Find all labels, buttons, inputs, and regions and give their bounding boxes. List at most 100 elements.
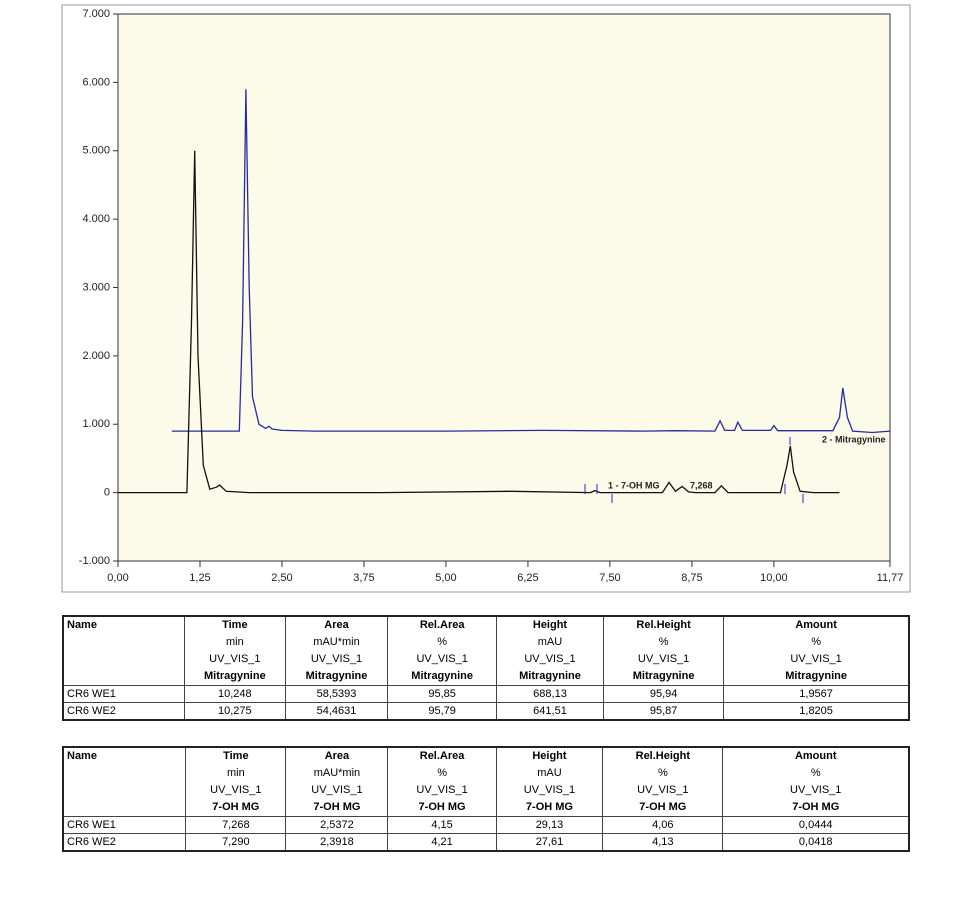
header-text: Amount bbox=[794, 750, 837, 762]
x-tick-label: 7,50 bbox=[599, 572, 620, 584]
cell: 0,0444 bbox=[722, 816, 910, 834]
y-tick-label: 1.000 bbox=[82, 418, 110, 430]
header-text: UV_VIS_1 bbox=[416, 784, 468, 796]
header-text: Mitragynine bbox=[632, 670, 695, 682]
header-cell: Rel.Height% UV_VIS_1 7-OH MG bbox=[602, 747, 724, 817]
header-text: mAU*min bbox=[313, 767, 361, 779]
cell: 95,87 bbox=[602, 702, 725, 720]
cell: 4,13 bbox=[602, 833, 724, 851]
x-tick-label: 6,25 bbox=[517, 572, 538, 584]
header-text: Area bbox=[324, 750, 350, 762]
header-cell: Name bbox=[62, 616, 185, 686]
y-tick-label: 5.000 bbox=[82, 145, 110, 157]
y-tick-label: 3.000 bbox=[82, 281, 110, 293]
header-cell: Amount% UV_VIS_1 Mitragynine bbox=[723, 616, 910, 686]
header-text: 7-OH MG bbox=[525, 801, 573, 813]
x-tick-label: 5,00 bbox=[435, 572, 456, 584]
header-text: 7-OH MG bbox=[418, 801, 466, 813]
header-text: UV_VIS_1 bbox=[209, 653, 261, 665]
header-text: Rel.Height bbox=[635, 750, 691, 762]
header-text: 7-OH MG bbox=[212, 801, 260, 813]
cell: 0,0418 bbox=[722, 833, 910, 851]
y-tick-label: 2.000 bbox=[82, 350, 110, 362]
header-text: UV_VIS_1 bbox=[311, 784, 363, 796]
header-text: UV_VIS_1 bbox=[523, 784, 576, 796]
header-text: % bbox=[437, 767, 447, 779]
x-tick-label: 3,75 bbox=[353, 572, 374, 584]
cell: 688,13 bbox=[496, 685, 604, 703]
header-text: 7-OH MG bbox=[639, 801, 687, 813]
header-cell: Area mAU*min UV_VIS_1 7-OH MG bbox=[285, 747, 389, 817]
header-text: UV_VIS_1 bbox=[790, 653, 842, 665]
header-cell: Rel.Area% UV_VIS_1 Mitragynine bbox=[387, 616, 498, 686]
header-text: Rel.Area bbox=[419, 619, 465, 631]
results-table: Name Time min UV_VIS_1 Mitragynine Area mAU*mi… bbox=[62, 615, 910, 721]
header-text: Area bbox=[324, 619, 349, 631]
y-tick-label: 4.000 bbox=[82, 213, 110, 225]
chart: -1.000 0 1.000 2.000 3.000 4.000 5.000 6.000 7.0… bbox=[61, 4, 911, 593]
cell: 27,61 bbox=[495, 833, 604, 851]
header-cell: Area mAU*min UV_VIS_1 Mitragynine bbox=[284, 616, 389, 686]
header-text: min bbox=[225, 636, 244, 648]
header-text: min bbox=[226, 767, 245, 779]
cell: 1,8205 bbox=[723, 702, 910, 720]
header-text: mAU*min bbox=[313, 636, 360, 648]
header-text: UV_VIS_1 bbox=[637, 784, 689, 796]
x-tick-label: 8,75 bbox=[681, 572, 702, 584]
header-text: % bbox=[811, 636, 821, 648]
cell: CR6 WE1 bbox=[62, 685, 185, 703]
header-text: % bbox=[657, 767, 668, 779]
cell: 95,79 bbox=[387, 702, 498, 720]
y-tick-label: -1.000 bbox=[79, 555, 110, 567]
header-text: Amount bbox=[795, 619, 837, 631]
x-tick-label: 11,77 bbox=[877, 572, 904, 584]
header-text: Time bbox=[223, 750, 249, 762]
header-text: % bbox=[437, 636, 448, 648]
cell: 58,5393 bbox=[284, 685, 389, 703]
header-cell: Time min UV_VIS_1 7-OH MG bbox=[185, 747, 287, 817]
plot-area bbox=[117, 13, 891, 562]
header-text: Mitragynine bbox=[785, 670, 847, 682]
cell: 4,21 bbox=[387, 833, 497, 851]
header-text: UV_VIS_1 bbox=[210, 784, 262, 796]
cell: 1,9567 bbox=[723, 685, 910, 703]
annotation: 2 - Mitragynine bbox=[822, 434, 886, 444]
header-text: Mitragynine bbox=[305, 670, 368, 682]
header-cell: Name bbox=[62, 747, 187, 817]
header-text: 7-OH MG bbox=[313, 801, 361, 813]
header-text: Mitragynine bbox=[411, 670, 474, 682]
cell: 29,13 bbox=[495, 816, 604, 834]
header-cell: Time min UV_VIS_1 Mitragynine bbox=[183, 616, 286, 686]
x-tick-label: 0,00 bbox=[107, 572, 128, 584]
header-text: UV_VIS_1 bbox=[637, 653, 690, 665]
header-text: mAU bbox=[537, 636, 563, 648]
x-tick-label: 10,00 bbox=[760, 572, 788, 584]
cell: 4,06 bbox=[602, 816, 724, 834]
header-text: % bbox=[810, 767, 821, 779]
header-text: Mitragynine bbox=[203, 670, 266, 682]
cell: CR6 WE2 bbox=[62, 833, 187, 851]
header-cell: Amount% UV_VIS_1 7-OH MG bbox=[722, 747, 910, 817]
header-cell: Rel.Area% UV_VIS_1 7-OH MG bbox=[387, 747, 497, 817]
header-text: Rel.Height bbox=[636, 619, 691, 631]
header-text: Rel.Area bbox=[419, 750, 465, 762]
header-text: Height bbox=[532, 619, 568, 631]
header-cell: Height mAU UV_VIS_1 Mitragynine bbox=[496, 616, 604, 686]
cell: 2,5372 bbox=[285, 816, 389, 834]
cell: 641,51 bbox=[496, 702, 604, 720]
header-text: Height bbox=[532, 750, 567, 762]
annotation: 1 - 7-OH MG bbox=[608, 480, 660, 490]
header-text: UV_VIS_1 bbox=[524, 653, 576, 665]
header-text: Time bbox=[222, 619, 248, 631]
x-tick-label: 2,50 bbox=[271, 572, 292, 584]
y-tick-label: 0 bbox=[104, 487, 110, 499]
cell: 7,290 bbox=[185, 833, 287, 851]
header-cell: Rel.Height% UV_VIS_1 Mitragynine bbox=[602, 616, 725, 686]
y-tick-label: 6.000 bbox=[82, 76, 110, 88]
trace bbox=[118, 150, 840, 494]
header-text: UV_VIS_1 bbox=[310, 653, 363, 665]
cell: CR6 WE2 bbox=[62, 702, 185, 720]
annotation: 7,268 bbox=[690, 480, 713, 490]
cell: 54,4631 bbox=[284, 702, 389, 720]
